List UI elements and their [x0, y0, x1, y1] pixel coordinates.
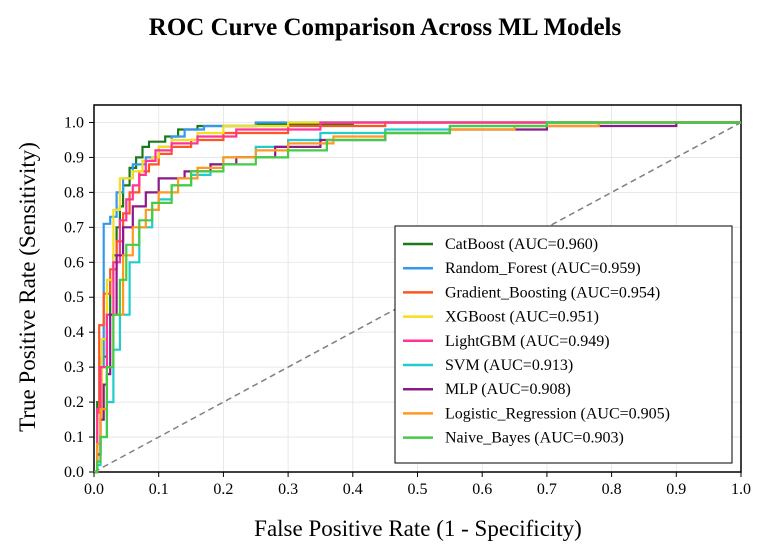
x-axis-label: False Positive Rate (1 - Specificity): [254, 516, 582, 541]
legend-label-xgboost: XGBoost (AUC=0.951): [445, 309, 599, 326]
y-tick-label: 0.0: [64, 464, 84, 481]
y-tick-label: 1.0: [64, 114, 84, 131]
y-tick-label: 0.8: [64, 184, 84, 201]
roc-curves: [94, 121, 741, 474]
y-tick-label: 0.2: [64, 394, 84, 411]
y-axis-ticks: 0.0 0.1 0.2 0.3 0.4 0.5 0.6 0.7 0.8 0.9 1.0: [64, 114, 94, 481]
x-tick-label: 0.1: [149, 481, 169, 498]
legend: CatBoost (AUC=0.960) Random_Forest (AUC=0…: [394, 225, 733, 464]
y-tick-label: 0.6: [64, 254, 84, 271]
y-tick-label: 0.7: [64, 219, 84, 236]
x-tick-label: 0.3: [278, 481, 298, 498]
random-classifier-diagonal: [93, 121, 742, 473]
roc-curve-xgboost: [94, 121, 741, 474]
legend-label-naive-bayes: Naive_Bayes (AUC=0.903): [445, 430, 624, 447]
x-tick-label: 0.4: [343, 481, 363, 498]
roc-curve-naive-bayes: [94, 121, 741, 474]
x-tick-label: 0.8: [602, 481, 622, 498]
legend-label-catboost: CatBoost (AUC=0.960): [445, 236, 598, 253]
y-tick-label: 0.1: [64, 429, 84, 446]
y-tick-label: 0.5: [64, 289, 84, 306]
x-tick-label: 0.6: [472, 481, 492, 498]
x-tick-label: 0.0: [84, 481, 104, 498]
chart-title: ROC Curve Comparison Across ML Models: [149, 14, 622, 41]
legend-label-logistic-regression: Logistic_Regression (AUC=0.905): [445, 405, 670, 422]
x-axis-ticks: 0.0 0.1 0.2 0.3 0.4 0.5 0.6 0.7 0.8 0.9 1.0: [84, 472, 751, 498]
x-tick-label: 1.0: [731, 481, 751, 498]
x-tick-label: 0.2: [213, 481, 233, 498]
legend-label-gradient-boosting: Gradient_Boosting (AUC=0.954): [445, 284, 660, 301]
y-tick-label: 0.3: [64, 359, 84, 376]
legend-box: [394, 225, 733, 464]
legend-label-lightgbm: LightGBM (AUC=0.949): [445, 333, 610, 350]
x-tick-label: 0.5: [408, 481, 428, 498]
legend-label-random-forest: Random_Forest (AUC=0.959): [445, 260, 641, 277]
legend-label-mlp: MLP (AUC=0.908): [445, 381, 571, 398]
y-axis-label: True Positive Rate (Sensitivity): [15, 142, 40, 432]
x-tick-label: 0.7: [537, 481, 557, 498]
legend-label-svm: SVM (AUC=0.913): [445, 357, 573, 374]
x-tick-label: 0.9: [666, 481, 686, 498]
y-tick-label: 0.4: [64, 324, 84, 341]
y-tick-label: 0.9: [64, 149, 84, 166]
